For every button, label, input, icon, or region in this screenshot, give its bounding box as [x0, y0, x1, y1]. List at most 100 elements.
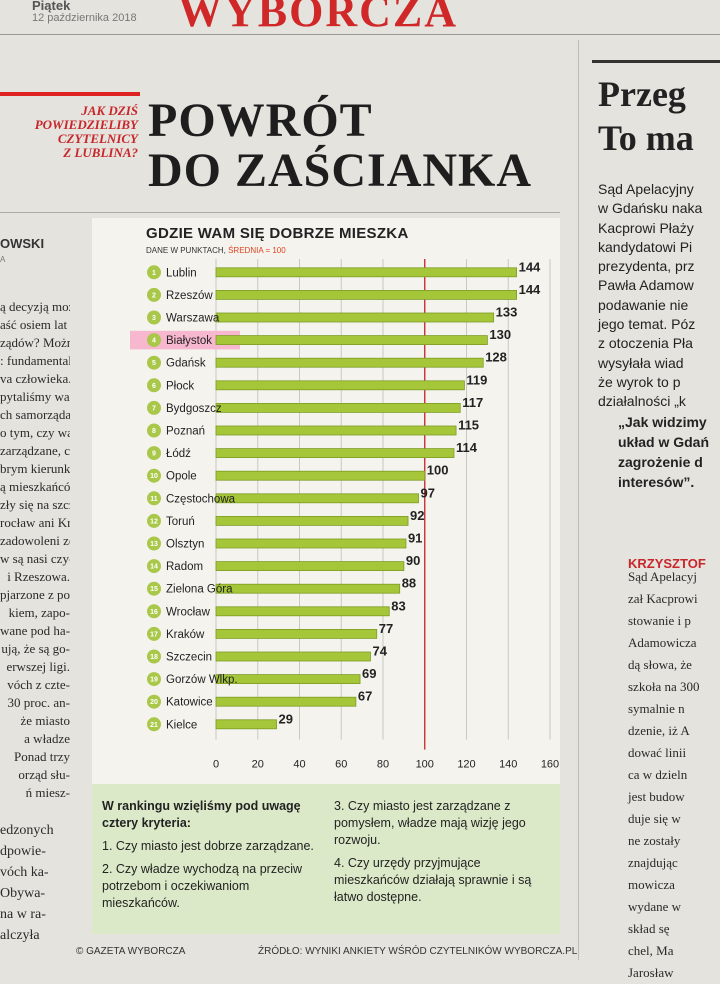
right-body-line: stowanie i p	[628, 613, 691, 628]
rank-label: 13	[150, 541, 158, 548]
left-column-line: o tym, czy wasze	[0, 425, 70, 440]
right-body-line: chel, Ma	[628, 943, 674, 958]
value-label: 130	[489, 327, 511, 342]
value-label: 100	[427, 463, 449, 478]
rank-badge	[147, 491, 161, 506]
left-column-line: 30 proc. an-	[7, 695, 70, 710]
right-body-line: wydane w	[628, 899, 682, 914]
criteria-box	[92, 784, 560, 934]
bar	[215, 425, 457, 436]
kicker-line: CZYTELNICY	[57, 131, 138, 146]
right-lead-line: wysyłała wiad	[598, 354, 684, 371]
rank-label: 20	[150, 699, 158, 706]
bar	[215, 538, 407, 549]
value-label: 97	[420, 485, 434, 500]
category-label: Kraków	[166, 629, 205, 641]
right-body-line: dzenie, iż A	[628, 723, 690, 738]
category-label: Wrocław	[166, 606, 211, 618]
rank-label: 9	[152, 451, 156, 458]
right-body-line: dą słowa, że	[628, 657, 692, 672]
category-label: Częstochowa	[166, 493, 236, 505]
criteria-intro: W rankingu wzięliśmy pod uwagę cztery kr…	[102, 799, 301, 830]
category-label: Bydgoszcz	[166, 403, 222, 415]
rank-label: 1	[152, 270, 156, 277]
rank-label: 6	[152, 383, 156, 390]
rank-badge	[147, 649, 161, 664]
left-column-text: ą decyzją można za-aść osiem lat do-ządó…	[0, 298, 70, 802]
category-label: Warszawa	[166, 313, 220, 325]
criteria-right: 3. Czy miasto jest zarządzane z pomysłem…	[334, 798, 554, 906]
left-column-line: va człowieka.	[0, 371, 70, 386]
left-column-line: orząd słu-	[18, 767, 70, 782]
bar	[215, 335, 488, 345]
left-column-heading: OWSKI	[0, 236, 45, 251]
category-label: Płock	[166, 380, 194, 392]
rank-badge	[147, 694, 161, 709]
left-column-line: ch samorządach.	[0, 407, 70, 422]
criterion-4: 4. Czy urzędy przyjmujące mieszkańców dz…	[334, 856, 532, 904]
bar	[215, 448, 455, 459]
right-lead-line: z otoczenia Pła	[598, 335, 693, 352]
right-quote-line: zagrożenie d	[618, 454, 703, 470]
left-column-line: kiem, zapo-	[8, 605, 70, 620]
right-lead-line: podawanie nie	[598, 296, 689, 313]
left-column-line: ządów? Można. Je-	[0, 335, 70, 350]
category-label: Gorzów Wlkp.	[166, 674, 238, 686]
right-quote-line: „Jak widzimy	[618, 414, 707, 430]
category-label: Białystok	[166, 335, 212, 347]
category-label: Radom	[166, 561, 203, 573]
value-label: 74	[372, 644, 387, 659]
right-lead-line: prezydenta, prz	[598, 258, 695, 275]
category-label: Łódź	[166, 448, 191, 460]
x-tick-label: 20	[252, 759, 264, 771]
criteria-left: W rankingu wzięliśmy pod uwagę cztery kr…	[102, 798, 322, 912]
left-column-line: zadowoleni ze	[0, 533, 70, 548]
value-label: 91	[408, 531, 422, 546]
rank-label: 7	[152, 405, 156, 412]
kicker-line: POWIEDZIELIBY	[34, 117, 138, 132]
x-tick-label: 40	[293, 759, 305, 771]
right-column-rule	[592, 60, 720, 63]
right-body-line: dować linii	[628, 745, 687, 760]
rank-label: 4	[152, 338, 156, 345]
rank-badge	[147, 468, 161, 483]
right-lead-line: jego temat. Póz	[598, 316, 696, 333]
left-column-line: dpowie-	[0, 844, 46, 859]
value-label: 67	[358, 689, 372, 704]
right-lead: Sąd Apelacyjny w Gdańsku naka Kacprowi Pła…	[598, 180, 702, 412]
rank-label: 3	[152, 315, 156, 322]
left-column-line: zły się na szczy-	[0, 497, 70, 512]
category-label: Poznań	[166, 426, 205, 438]
left-column-line: pjarzone z po-	[0, 587, 70, 602]
bar	[215, 493, 419, 504]
bar	[215, 651, 371, 662]
left-column-line: ą decyzją można za-	[0, 299, 70, 314]
right-lead-line: Kacprowi Płaży	[598, 219, 694, 236]
kicker: JAK DZIŚ POWIEDZIELIBY CZYTELNICY Z LUBL…	[0, 104, 138, 160]
category-label: Olsztyn	[166, 539, 204, 551]
bar	[215, 357, 484, 368]
left-column-line: pytaliśmy wasz, co	[0, 389, 70, 404]
rank-badge	[147, 581, 161, 596]
bar	[215, 380, 465, 391]
right-body-line: symalnie n	[628, 701, 685, 716]
left-column-line: erwszej ligi.	[6, 659, 70, 674]
category-label: Zielona Góra	[166, 584, 233, 596]
masthead-date: 12 października 2018	[32, 12, 137, 24]
value-label: 90	[406, 553, 420, 568]
criterion-1: 1. Czy miasto jest dobrze zarządzane.	[102, 839, 314, 853]
criterion-2: 2. Czy władze wychodzą na przeciw potrze…	[102, 862, 303, 910]
rank-badge	[147, 378, 161, 393]
kicker-line: JAK DZIŚ	[81, 103, 138, 118]
rank-badge	[147, 355, 161, 370]
left-column-line: edzonych	[0, 823, 54, 838]
right-body-line: znajdując	[628, 855, 678, 870]
value-label: 119	[466, 372, 487, 387]
left-column-line: vóch ka-	[0, 865, 49, 880]
criterion-3: 3. Czy miasto jest zarządzane z pomysłem…	[334, 799, 526, 847]
category-label: Gdańsk	[166, 358, 206, 370]
left-column-line: aść osiem lat do-	[0, 317, 70, 332]
category-label: Lublin	[166, 267, 197, 279]
category-label: Kielce	[166, 719, 197, 731]
category-label: Szczecin	[166, 652, 212, 664]
